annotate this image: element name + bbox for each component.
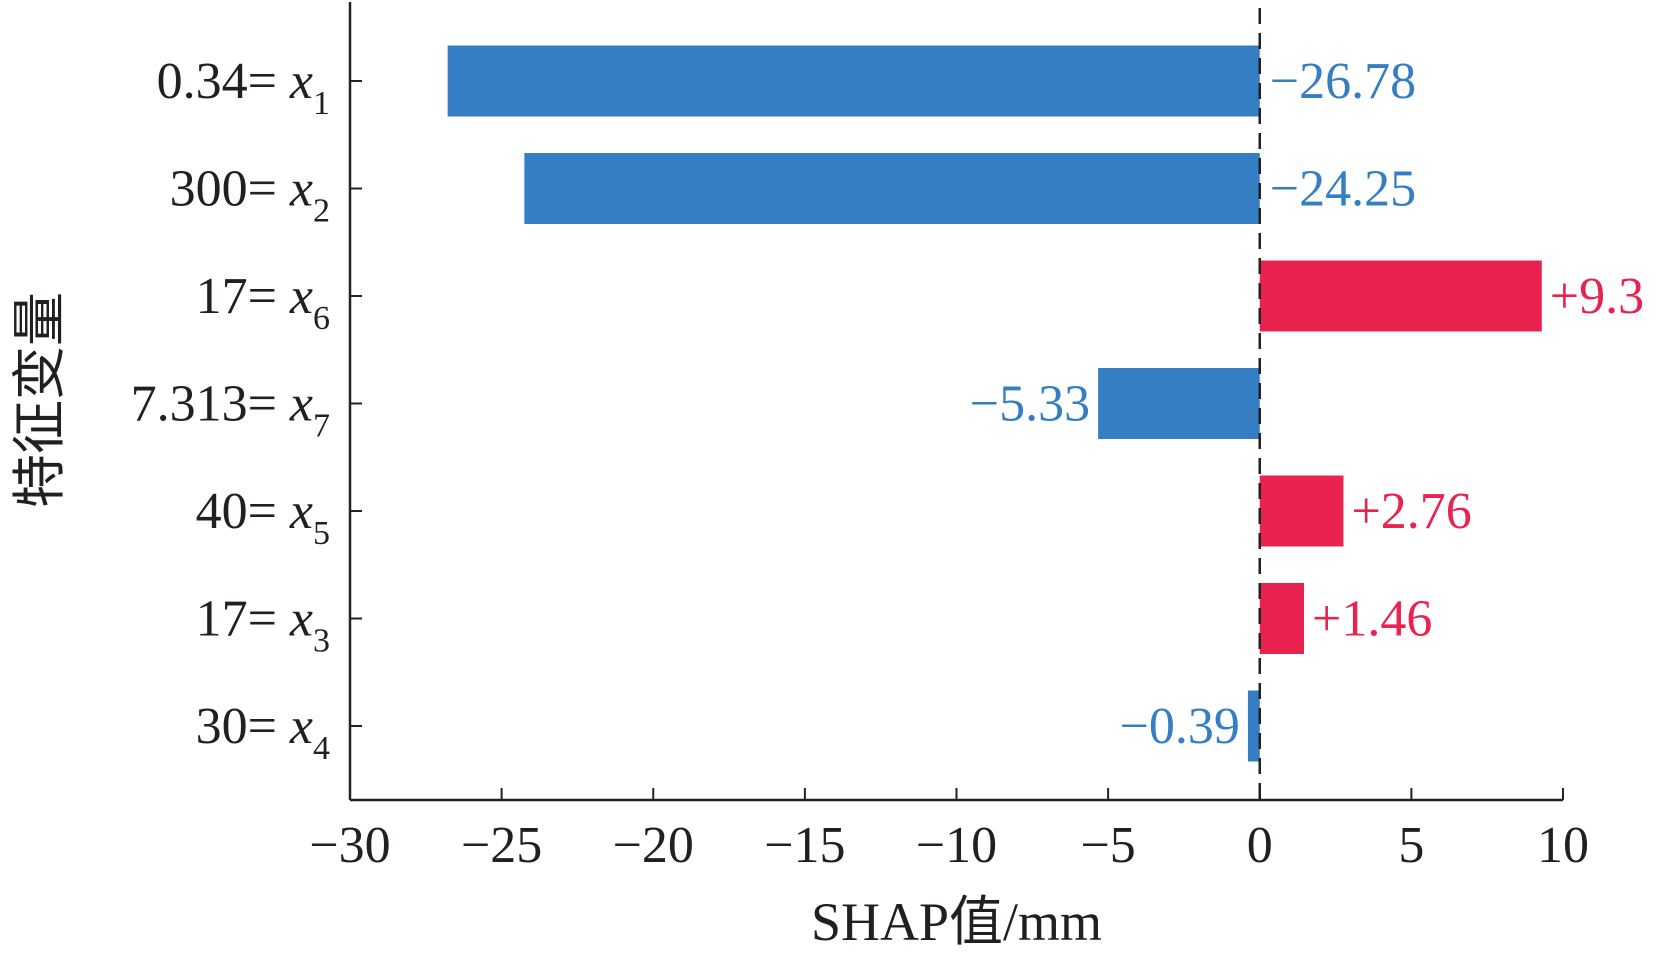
bars-layer: [447, 45, 1542, 762]
xtick-label: 0: [1247, 817, 1273, 874]
ytick-label-x6: 17= x6: [196, 268, 330, 337]
bar-x6: [1259, 260, 1542, 332]
xtick-label: −30: [309, 817, 390, 874]
value-label-x3: +1.46: [1312, 591, 1432, 648]
ytick-label-x4: 30= x4: [196, 698, 330, 767]
bar-x2: [524, 153, 1260, 224]
xtick-label: −25: [461, 817, 542, 874]
bar-x5: [1259, 475, 1344, 547]
value-label-x4: −0.39: [1120, 698, 1240, 755]
value-label-x5: +2.76: [1351, 483, 1471, 540]
value-label-x1: −26.78: [1270, 53, 1416, 110]
bar-x4: [1247, 690, 1260, 762]
xtick-label: −5: [1080, 817, 1135, 874]
ytick-label-x3: 17= x3: [196, 591, 330, 660]
labels-layer: −26.78 0.34= x1 −24.25 300= x2 +9.3 17= x6 −5.…: [10, 53, 1644, 952]
ytick-label-x2: 300= x2: [170, 161, 330, 230]
value-label-x7: −5.33: [970, 376, 1090, 433]
xtick-label: −15: [764, 817, 845, 874]
xtick-label: −10: [916, 817, 997, 874]
bar-x7: [1098, 368, 1260, 439]
x-axis-title: SHAP值/mm: [811, 892, 1102, 952]
ytick-label-x7: 7.313= x7: [131, 376, 330, 445]
value-label-x2: −24.25: [1270, 161, 1416, 218]
xtick-label: 5: [1398, 817, 1424, 874]
y-axis-title: 特征变量: [10, 292, 70, 508]
ytick-label-x5: 40= x5: [196, 483, 330, 552]
bar-x1: [447, 45, 1260, 117]
xtick-label: −20: [613, 817, 694, 874]
bar-x3: [1259, 583, 1305, 654]
xtick-label: 10: [1537, 817, 1589, 874]
value-label-x6: +9.3: [1550, 268, 1644, 325]
ytick-label-x1: 0.34= x1: [157, 53, 330, 122]
axes-layer: [348, 2, 1564, 802]
